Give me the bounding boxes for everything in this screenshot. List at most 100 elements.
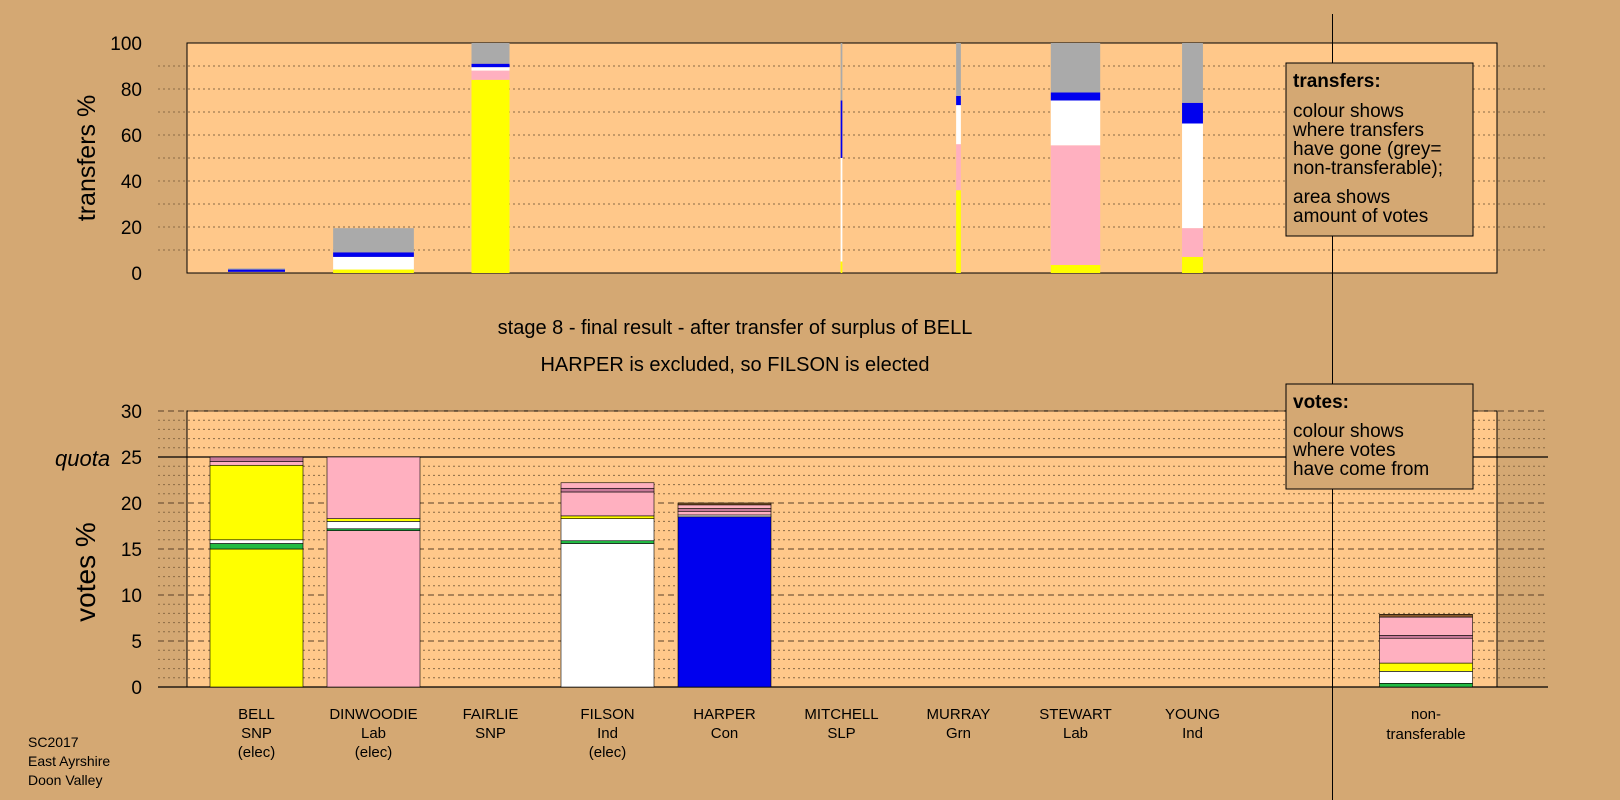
y-tick-label: 15 <box>121 540 142 561</box>
quota-label: quota <box>55 446 110 471</box>
y-tick-label: 60 <box>121 126 142 147</box>
votes-legend: votes: colour shows where votes have com… <box>1285 383 1474 490</box>
transfer-segment <box>840 100 843 158</box>
votes-bars <box>209 456 1473 688</box>
vote-segment <box>209 548 304 688</box>
votes-legend-line: where votes <box>1292 440 1395 461</box>
candidate-label-line: (elec) <box>589 744 627 761</box>
vote-segment <box>560 540 655 544</box>
transfers-legend-line: amount of votes <box>1293 206 1428 227</box>
y-tick-label: 0 <box>131 264 142 285</box>
vote-segment <box>1379 637 1473 664</box>
transfer-segment <box>471 79 510 273</box>
vote-segment <box>677 504 772 509</box>
transfer-segment <box>1182 43 1203 103</box>
y-tick-label: 20 <box>121 494 142 515</box>
transfer-segment <box>471 67 510 71</box>
nontransferable-label-line1: non- <box>1411 706 1441 723</box>
transfer-segment <box>333 228 414 253</box>
vote-segment <box>560 515 655 519</box>
transfer-segment <box>1050 43 1101 93</box>
footer-ward: Doon Valley <box>28 772 102 788</box>
candidate-label-line: BELL <box>238 706 275 723</box>
vote-segment <box>560 491 655 517</box>
transfer-segment <box>956 190 961 273</box>
footer-council: East Ayrshire <box>28 753 110 769</box>
transfers-legend: transfers: colour shows where transfers … <box>1285 62 1474 237</box>
y-tick-label: 40 <box>121 172 142 193</box>
candidate-label-line: SNP <box>475 725 506 742</box>
transfers-legend-line: colour shows <box>1293 101 1404 122</box>
y-tick-label: 10 <box>121 586 142 607</box>
transfer-segment <box>228 268 285 270</box>
vote-segment <box>209 464 304 541</box>
candidate-label-line: STEWART <box>1039 706 1112 723</box>
vote-segment <box>209 456 304 462</box>
vote-segment <box>1379 683 1473 688</box>
y-tick-label: 5 <box>131 632 142 653</box>
candidate-label-line: MURRAY <box>927 706 991 723</box>
transfer-segment <box>1050 145 1101 265</box>
transfer-segment <box>228 269 285 272</box>
candidate-label-line: (elec) <box>355 744 393 761</box>
candidate-label-line: Lab <box>1063 725 1088 742</box>
transfer-segment <box>333 256 414 270</box>
stage-caption-line2: HARPER is excluded, so FILSON is elected <box>540 354 929 376</box>
vote-segment <box>677 502 772 506</box>
transfers-legend-line: have gone (grey= <box>1293 139 1441 160</box>
transfer-segment <box>1050 100 1101 146</box>
votes-legend-box <box>1285 383 1474 490</box>
transfers-legend-title: transfers: <box>1293 71 1381 92</box>
nontransferable-label-line2: transferable <box>1386 726 1465 743</box>
y-tick-label: 0 <box>131 678 142 699</box>
vote-segment <box>677 510 772 516</box>
vote-segment <box>560 487 655 493</box>
transfer-segment <box>1182 123 1203 229</box>
candidate-label-line: Ind <box>1182 725 1203 742</box>
vote-segment <box>1379 616 1473 636</box>
transfers-y-axis-label: transfers % <box>73 95 101 221</box>
candidate-label-line: Con <box>711 725 739 742</box>
vote-segment <box>326 530 421 688</box>
stage-caption-line1: stage 8 - final result - after transfer … <box>498 317 973 339</box>
y-tick-label: 80 <box>121 80 142 101</box>
candidate-label-line: SNP <box>241 725 272 742</box>
footer-election: SC2017 <box>28 734 79 750</box>
votes-panel: 0 5 10 15 20 25 30 quota votes % <box>55 402 1548 699</box>
candidate-label-line: MITCHELL <box>804 706 878 723</box>
vote-segment <box>326 456 421 519</box>
candidate-label-line: SLP <box>827 725 855 742</box>
transfer-segment <box>956 144 961 191</box>
vote-segment <box>1379 671 1473 684</box>
transfer-segment <box>956 105 961 145</box>
transfers-legend-line: non-transferable); <box>1293 158 1443 179</box>
vote-segment <box>1379 635 1473 639</box>
y-tick-label: 20 <box>121 218 142 239</box>
vote-segment <box>560 482 655 489</box>
vote-segment <box>677 508 772 512</box>
candidate-label-line: FAIRLIE <box>463 706 519 723</box>
votes-legend-line: have come from <box>1293 459 1429 480</box>
y-tick-label: 30 <box>121 402 142 423</box>
transfer-segment <box>471 43 510 64</box>
candidate-labels: BELL SNP (elec) DINWOODIE Lab (elec) FAIRLIE SN… <box>238 706 1220 761</box>
transfer-segment <box>1050 92 1101 101</box>
transfers-grid <box>158 65 1548 251</box>
vote-segment <box>677 516 772 688</box>
vote-segment <box>326 518 421 522</box>
candidate-label-line: YOUNG <box>1165 706 1220 723</box>
transfers-bars <box>228 43 1203 273</box>
transfers-legend-line: where transfers <box>1292 120 1424 141</box>
votes-y-ticks: 0 5 10 15 20 25 30 <box>121 402 142 699</box>
transfer-segment <box>471 70 510 80</box>
transfer-segment <box>840 158 843 262</box>
transfer-segment <box>333 252 414 257</box>
candidate-label-line: Lab <box>361 725 386 742</box>
transfer-segment <box>1182 102 1203 124</box>
votes-legend-line: colour shows <box>1293 421 1404 442</box>
votes-legend-title: votes: <box>1293 392 1349 413</box>
candidate-label-line: Ind <box>597 725 618 742</box>
transfers-legend-box <box>1285 62 1474 237</box>
candidate-label-line: FILSON <box>580 706 634 723</box>
